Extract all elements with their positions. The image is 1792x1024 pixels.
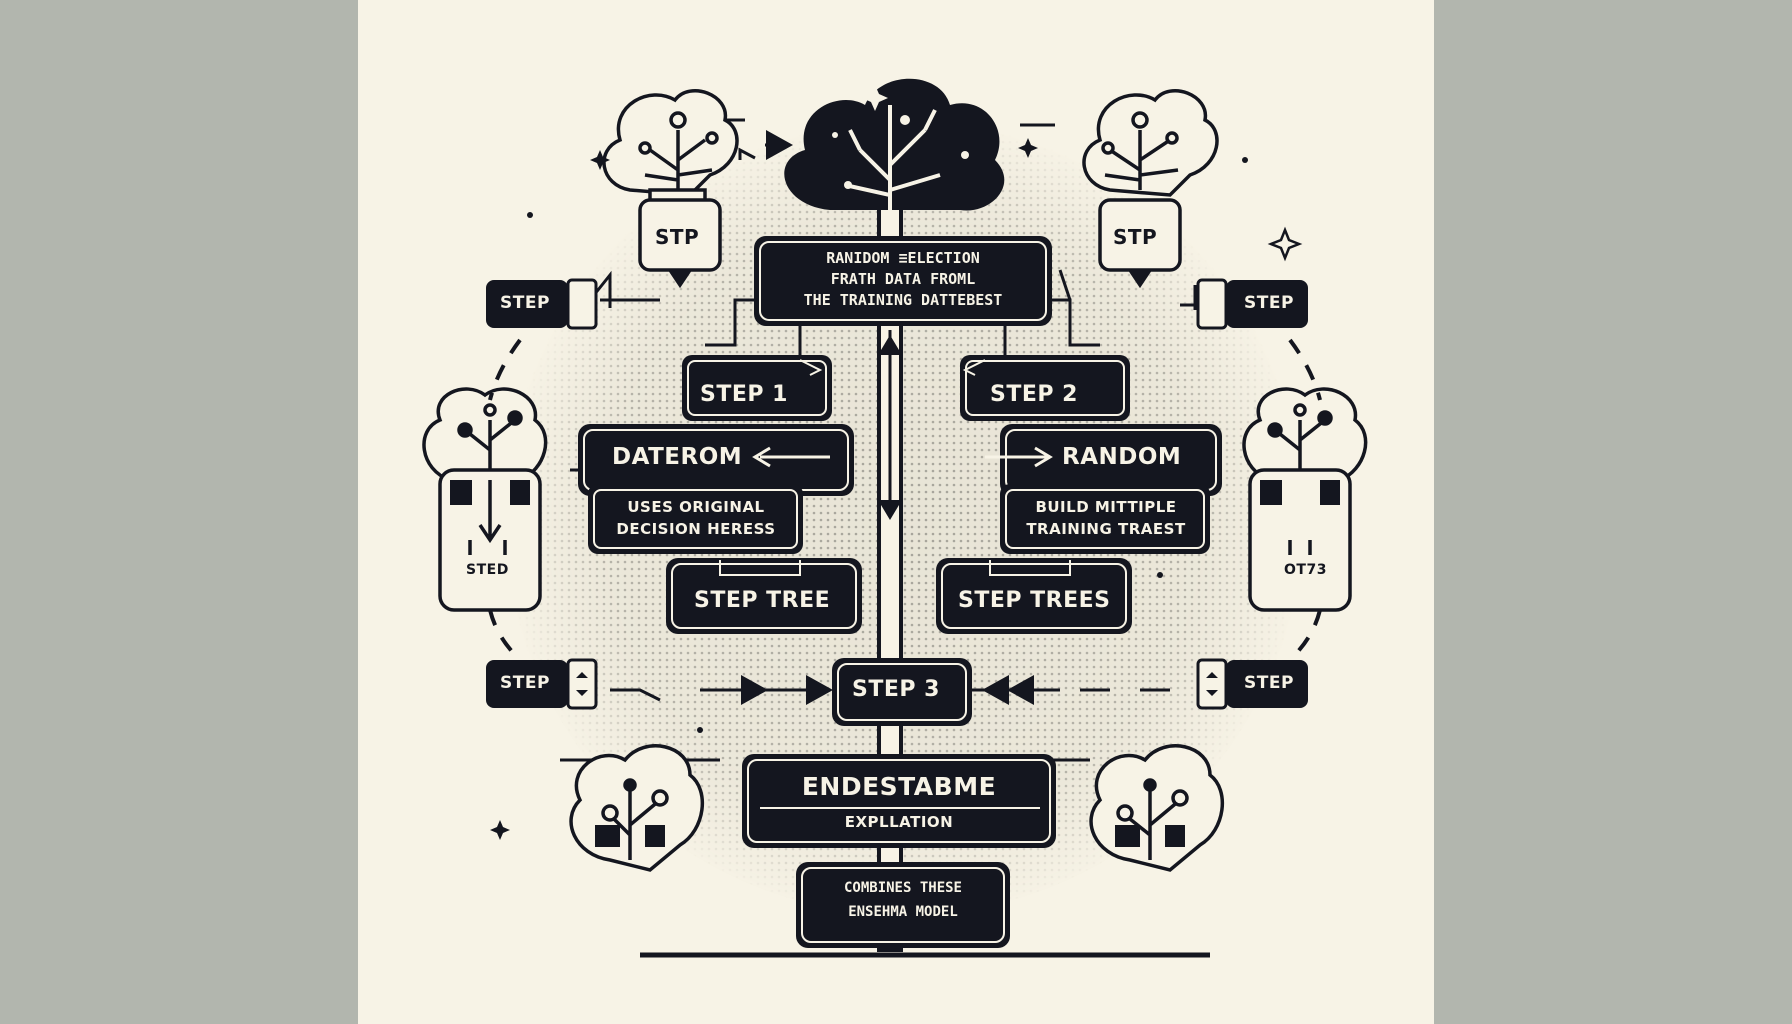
right-tree-label: STEP TREES <box>958 588 1111 613</box>
top-tree-icon <box>784 78 1005 215</box>
dashed-flow-path <box>488 338 1322 662</box>
left-desc-line-1: USES ORIGINAL <box>627 498 765 516</box>
right-main-label: RANDOM <box>1062 444 1182 470</box>
selection-line-1: RANIDOM ≡ELECTION <box>826 249 980 267</box>
right-top-tree-icon <box>1082 89 1219 289</box>
halftone-background <box>504 115 1304 915</box>
right-steps <box>936 355 1222 634</box>
left-desc: USES ORIGINAL DECISION HERESS <box>596 496 796 540</box>
right-desc-line-2: TRAINING TRAEST <box>1026 520 1186 538</box>
right-mid-tree-icon <box>1242 387 1368 612</box>
selection-line-2: FRATH DATA FROML <box>830 270 976 288</box>
left-steps <box>578 355 862 634</box>
sparkle-decorations <box>490 138 1303 840</box>
combine-line-1: COMBINES THESE <box>843 880 962 896</box>
left-side-step-top: STEP <box>500 293 550 313</box>
left-top-tree-icon <box>602 89 739 289</box>
left-step-1-label: STEP 1 <box>700 382 788 407</box>
right-side-step-top: STEP <box>1244 293 1294 313</box>
left-desc-line-2: DECISION HERESS <box>616 520 776 538</box>
ensemble-subtitle: EXPLLATION <box>844 813 954 831</box>
left-bottom-tree-icon <box>569 744 705 872</box>
right-side-step-boxes <box>1196 278 1308 710</box>
right-mid-tree-label: OT73 <box>1284 562 1327 578</box>
left-mid-tree-label: STED <box>466 562 509 578</box>
left-tree-label: STEP TREE <box>694 588 831 613</box>
left-top-tree-label: STP <box>655 225 700 249</box>
right-desc: BUILD MITTIPLE TRAINING TRAEST <box>1008 496 1204 540</box>
right-step-2-label: STEP 2 <box>990 382 1078 407</box>
left-side-step-bottom: STEP <box>500 673 550 693</box>
center-bottom-boxes <box>742 658 1056 948</box>
selection-box-text: RANIDOM ≡ELECTION FRATH DATA FROML THE T… <box>760 248 1046 311</box>
right-side-step-bottom: STEP <box>1244 673 1294 693</box>
right-top-tree-label: STP <box>1113 225 1158 249</box>
selection-box <box>754 236 1052 326</box>
combine-text: COMBINES THESE ENSEHMA MODEL <box>802 876 1004 924</box>
right-desc-line-1: BUILD MITTIPLE <box>1035 498 1177 516</box>
step-3-label: STEP 3 <box>852 677 940 702</box>
combine-line-2: ENSEHMA MODEL <box>848 904 958 920</box>
left-main-label: DATEROM <box>612 444 743 470</box>
right-bottom-tree-icon <box>1089 744 1225 872</box>
selection-line-3: THE TRAINING DATTEBEST <box>803 291 1003 309</box>
left-side-step-boxes <box>486 278 598 710</box>
ensemble-title: ENDESTABME <box>801 772 997 801</box>
